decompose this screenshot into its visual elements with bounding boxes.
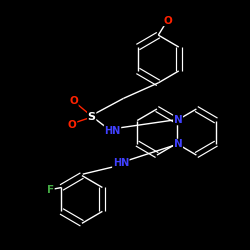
Text: O: O — [164, 16, 172, 26]
Text: S: S — [88, 112, 96, 122]
Text: N: N — [174, 140, 182, 149]
Text: O: O — [69, 96, 78, 106]
Text: F: F — [47, 185, 54, 195]
Text: HN: HN — [104, 126, 120, 136]
Text: HN: HN — [113, 158, 129, 168]
Text: N: N — [174, 115, 182, 125]
Text: O: O — [68, 120, 76, 130]
